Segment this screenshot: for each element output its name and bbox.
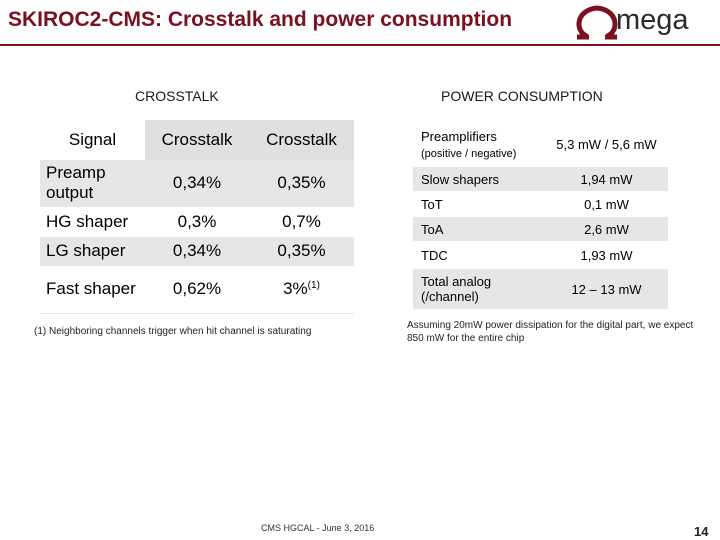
power-value: 12 – 13 mW — [545, 268, 668, 311]
power-row-label: Slow shapers — [413, 166, 545, 193]
crosstalk-value: 0,35% — [249, 237, 354, 266]
slide-title: SKIROC2-CMS: Crosstalk and power consump… — [8, 8, 513, 31]
power-row-label: ToT — [413, 192, 545, 217]
power-value: 1,93 mW — [545, 242, 668, 269]
table-row: Preamplifiers (positive / negative) 5,3 m… — [413, 124, 668, 167]
table-row: Slow shapers 1,94 mW — [413, 166, 668, 193]
power-label-text: Preamplifiers — [421, 129, 497, 144]
power-value: 2,6 mW — [545, 216, 668, 243]
table-row: Fast shaper 0,62% 3%(1) — [40, 265, 354, 314]
row-label: HG shaper — [40, 206, 145, 238]
power-heading: POWER CONSUMPTION — [441, 88, 603, 104]
power-value: 1,94 mW — [545, 166, 668, 193]
crosstalk-value: 0,34% — [145, 237, 249, 266]
power-row-label: Total analog (/channel) — [413, 268, 545, 311]
table-row: HG shaper 0,3% 0,7% — [40, 206, 354, 238]
column-header-crosstalk-2: Crosstalk — [249, 120, 354, 161]
table-row: Total analog (/channel) 12 – 13 mW — [413, 268, 668, 311]
crosstalk-value: 0,3% — [145, 206, 249, 238]
power-row-label: ToA — [413, 216, 545, 243]
power-value: 0,1 mW — [545, 192, 668, 217]
power-footnote: Assuming 20mW power dissipation for the … — [407, 320, 694, 344]
power-table: Preamplifiers (positive / negative) 5,3 m… — [413, 124, 668, 311]
crosstalk-table: Signal Crosstalk Crosstalk Preamp output… — [40, 120, 354, 314]
table-row: Preamp output 0,34% 0,35% — [40, 160, 354, 207]
crosstalk-value: 0,35% — [249, 160, 354, 207]
row-label: LG shaper — [40, 237, 145, 266]
omega-logo-icon — [576, 5, 618, 40]
table-row: ToA 2,6 mW — [413, 216, 668, 243]
logo-text: mega — [616, 4, 689, 36]
column-header-crosstalk-1: Crosstalk — [145, 120, 249, 161]
crosstalk-value: 0,7% — [249, 206, 354, 238]
crosstalk-value: 3%(1) — [249, 265, 354, 314]
footnote-marker: (1) — [307, 280, 320, 291]
crosstalk-value: 0,62% — [145, 265, 249, 314]
table-row: LG shaper 0,34% 0,35% — [40, 237, 354, 266]
power-value: 5,3 mW / 5,6 mW — [545, 124, 668, 167]
crosstalk-value: 0,34% — [145, 160, 249, 207]
row-label: Fast shaper — [40, 265, 145, 314]
row-label: Preamp output — [40, 160, 145, 207]
power-row-label: TDC — [413, 242, 545, 269]
footer-date: CMS HGCAL - June 3, 2016 — [261, 523, 375, 533]
crosstalk-value-text: 3% — [283, 279, 308, 298]
title-divider — [0, 44, 720, 46]
crosstalk-header-row: Signal Crosstalk Crosstalk — [40, 120, 354, 161]
power-row-label: Preamplifiers (positive / negative) — [413, 124, 545, 167]
table-row: TDC 1,93 mW — [413, 242, 668, 269]
power-label-sub: (positive / negative) — [421, 148, 517, 160]
page-number: 14 — [694, 524, 709, 539]
crosstalk-heading: CROSSTALK — [135, 88, 219, 104]
column-header-signal: Signal — [40, 120, 145, 161]
table-row: ToT 0,1 mW — [413, 192, 668, 217]
crosstalk-footnote: (1) Neighboring channels trigger when hi… — [34, 326, 312, 337]
